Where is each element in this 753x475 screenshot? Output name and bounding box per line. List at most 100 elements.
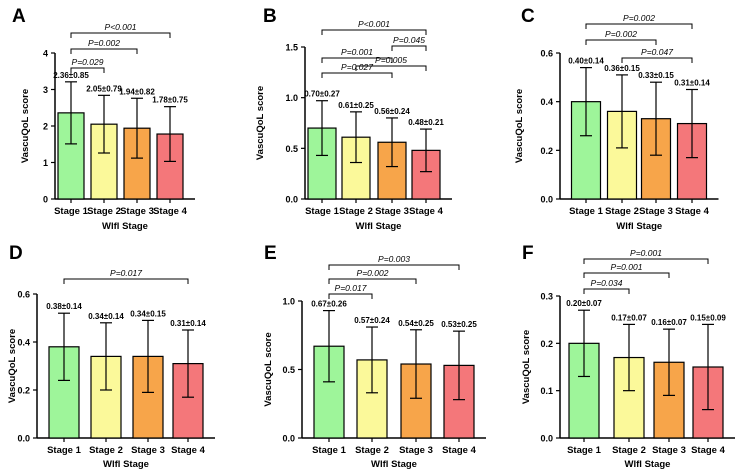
significance-bracket <box>621 57 693 63</box>
x-tick-label: Stage 1 <box>312 445 347 456</box>
x-axis-label: Wlfl Stage <box>371 459 417 470</box>
x-axis-label: Wlfl Stage <box>625 459 671 470</box>
y-tick-label: 0.2 <box>17 386 30 396</box>
p-value-label: P=0.034 <box>591 278 623 288</box>
x-tick-label: Stage 1 <box>567 445 602 456</box>
x-tick-label: Stage 4 <box>153 206 188 217</box>
significance-bracket <box>321 72 393 78</box>
value-label: 0.15±0.09 <box>690 313 726 322</box>
panel-letter: B <box>263 6 277 27</box>
significance-bracket <box>391 45 427 51</box>
value-label: 0.17±0.07 <box>611 313 647 322</box>
p-value-label: P=0.027 <box>341 62 373 72</box>
y-tick-label: 0.6 <box>17 290 30 300</box>
value-label: 0.34±0.15 <box>130 309 166 318</box>
significance-bracket <box>70 32 171 38</box>
y-tick-label: 1.0 <box>285 93 298 103</box>
value-label: 0.57±0.24 <box>354 316 390 325</box>
value-label: 0.31±0.14 <box>170 319 206 328</box>
x-tick-label: Stage 1 <box>305 206 340 217</box>
p-value-label: P=0.047 <box>641 47 673 57</box>
significance-bracket <box>70 48 138 54</box>
x-tick-label: Stage 3 <box>639 206 673 217</box>
x-tick-label: Stage 4 <box>171 445 206 456</box>
x-tick-label: Stage 1 <box>54 206 89 217</box>
y-tick-label: 1.5 <box>285 43 298 53</box>
value-label: 0.61±0.25 <box>338 101 374 110</box>
value-label: 0.38±0.14 <box>46 302 82 311</box>
y-axis-label: VascuQoL score <box>263 332 274 406</box>
panel-a: A 0 1 2 3 4 VascuQoL score 2.36±0.85 Stage 1 2.05… <box>12 6 195 232</box>
panel-b: B 0.0 0.5 1.0 1.5 VascuQoL score 0.70±0.27 Stag… <box>255 6 452 232</box>
value-label: 0.54±0.25 <box>398 319 434 328</box>
value-label: 0.70±0.27 <box>304 90 340 99</box>
significance-bracket <box>583 258 709 264</box>
x-tick-label: Stage 3 <box>375 206 409 217</box>
y-tick-label: 0.4 <box>17 338 30 348</box>
y-tick-label: 0.0 <box>282 434 295 444</box>
p-value-label: P=0.029 <box>72 57 104 67</box>
p-value-label: P=0.001 <box>630 248 662 258</box>
y-tick-label: 4 <box>43 49 48 59</box>
panel-letter: C <box>521 6 535 27</box>
value-label: 0.33±0.15 <box>638 71 674 80</box>
x-tick-label: Stage 2 <box>605 206 639 217</box>
significance-bracket <box>585 23 693 29</box>
value-label: 2.05±0.79 <box>86 84 122 93</box>
significance-bracket <box>583 272 670 278</box>
panel-letter: D <box>9 243 23 264</box>
y-axis-label: VascuQoL score <box>20 89 31 163</box>
x-tick-label: Stage 2 <box>355 445 389 456</box>
value-label: 0.20±0.07 <box>566 299 602 308</box>
y-tick-label: 0.5 <box>285 144 298 154</box>
value-label: 0.16±0.07 <box>651 318 687 327</box>
p-value-label: P=0.002 <box>605 29 637 39</box>
x-tick-label: Stage 2 <box>612 445 646 456</box>
p-value-label: P<0.001 <box>358 19 390 29</box>
significance-bracket <box>585 39 657 45</box>
y-tick-label: 0.6 <box>540 49 553 59</box>
panel-e: E 0.0 0.5 1.0 VascuQoL score 0.67±0.26 Stage 1… <box>263 243 486 470</box>
value-label: 1.94±0.82 <box>119 87 155 96</box>
p-value-label: P=0.017 <box>110 268 142 278</box>
x-tick-label: Stage 3 <box>399 445 433 456</box>
y-tick-label: 0.2 <box>540 339 553 349</box>
p-value-label: P=0.017 <box>335 283 367 293</box>
value-label: 0.40±0.14 <box>568 57 604 66</box>
value-label: 0.53±0.25 <box>441 320 477 329</box>
x-tick-label: Stage 1 <box>569 206 604 217</box>
x-tick-label: Stage 3 <box>652 445 686 456</box>
p-value-label: P=0.002 <box>88 38 120 48</box>
panel-letter: A <box>12 6 26 27</box>
x-tick-label: Stage 3 <box>131 445 165 456</box>
value-label: 0.36±0.15 <box>604 64 640 73</box>
p-value-label: P=0.045 <box>393 35 425 45</box>
panel-f: F 0.0 0.1 0.2 0.3 VascuQoL score 0.20±0.07 Stag… <box>521 243 735 470</box>
x-tick-label: Stage 2 <box>87 206 121 217</box>
y-tick-label: 3 <box>43 85 48 95</box>
value-label: 2.36±0.85 <box>53 71 89 80</box>
y-axis-label: VascuQoL score <box>521 330 532 404</box>
x-tick-label: Stage 2 <box>339 206 373 217</box>
y-tick-label: 0.3 <box>540 292 553 302</box>
p-value-label: P=0.001 <box>611 262 643 272</box>
x-tick-label: Stage 4 <box>691 445 726 456</box>
y-tick-label: 0.0 <box>540 434 553 444</box>
x-tick-label: Stage 1 <box>47 445 82 456</box>
significance-bracket <box>583 288 630 294</box>
p-value-label: P=0.003 <box>378 254 410 264</box>
x-axis-label: Wlfl Stage <box>356 221 402 232</box>
x-tick-label: Stage 4 <box>442 445 477 456</box>
significance-bracket <box>328 264 460 270</box>
p-value-label: P<0.001 <box>105 22 137 32</box>
significance-bracket <box>63 278 189 284</box>
x-axis-label: Wlfl Stage <box>103 459 149 470</box>
significance-bracket <box>355 65 427 71</box>
y-tick-label: 0.0 <box>540 195 553 205</box>
p-value-label: P=0.002 <box>623 13 655 23</box>
significance-bracket <box>328 278 417 284</box>
y-axis-label: VascuQoL score <box>514 89 525 163</box>
value-label: 0.31±0.14 <box>674 79 710 88</box>
significance-bracket <box>70 67 105 73</box>
x-tick-label: Stage 2 <box>89 445 123 456</box>
